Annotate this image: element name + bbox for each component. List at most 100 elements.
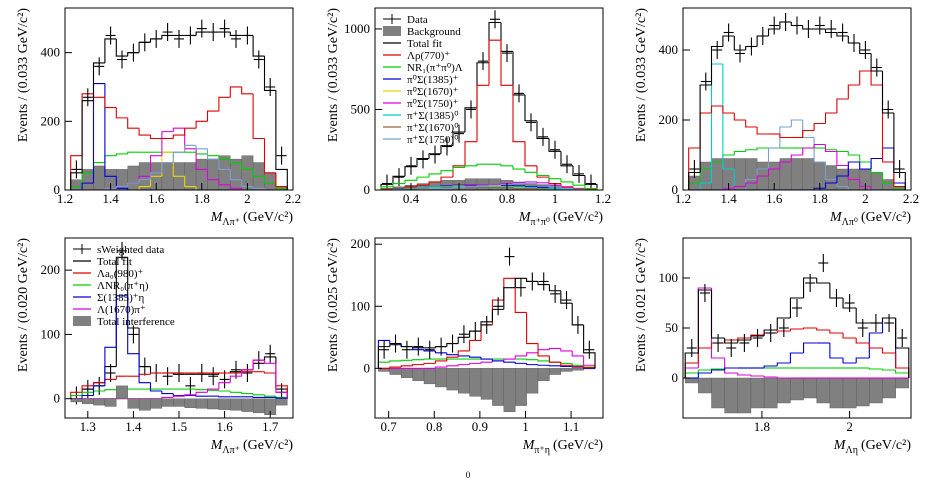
y-axis-title: Events / (0.033 GeV/c²)	[634, 8, 649, 142]
data-point	[778, 319, 789, 337]
y-axis-title: Events / (0.033 GeV/c²)	[326, 8, 341, 142]
background-bar	[526, 368, 539, 394]
fit-step	[464, 141, 477, 166]
x-tick-label: 2.2	[903, 191, 919, 206]
background-bar	[492, 368, 505, 406]
background-bar	[842, 377, 857, 409]
fit-step	[389, 344, 402, 347]
background-bar	[777, 377, 791, 404]
legend-label: Λρ(770)⁺	[407, 50, 450, 62]
x-axis-main: M	[518, 210, 532, 225]
data-point	[447, 334, 458, 353]
data-point	[185, 26, 196, 45]
y-tick-label: 0	[54, 391, 61, 406]
fit-step	[684, 372, 699, 378]
background-bar	[70, 398, 83, 403]
x-tick-label: 1.4	[720, 191, 737, 206]
fit-step	[172, 393, 185, 397]
plot-area	[70, 241, 288, 415]
data-point	[849, 34, 859, 52]
fit-step	[859, 179, 872, 188]
data-point	[713, 334, 724, 352]
x-tick-label: 1.7	[262, 419, 279, 434]
fit-step	[464, 165, 477, 168]
x-tick-label: 1	[552, 191, 559, 206]
plot-frame	[374, 237, 604, 419]
footnote-mark: 0	[466, 470, 471, 480]
background-bar	[895, 377, 910, 389]
fit-step	[699, 84, 712, 173]
fit-step	[548, 184, 561, 188]
fit-step	[524, 181, 537, 183]
x-tick-label: 2.2	[285, 191, 301, 206]
data-point	[739, 334, 750, 352]
panel: 1.2 1.4 1.6 1.8 2 2.2 0 200 400 Events / (0.033 G…	[16, 7, 301, 228]
fit-step	[229, 169, 242, 181]
fit-step	[870, 162, 883, 174]
fit-step	[733, 113, 746, 121]
fit-step	[847, 84, 860, 99]
x-axis-unit: (GeV/c²)	[553, 210, 603, 225]
fit-step	[745, 182, 758, 187]
fit-step	[104, 83, 117, 177]
data-point	[584, 340, 595, 359]
fit-step	[790, 119, 803, 127]
fit-step	[252, 393, 265, 396]
fit-step	[149, 172, 162, 180]
fit-step	[195, 395, 208, 397]
x-tick-label: 2	[846, 419, 853, 434]
fit-step	[434, 366, 447, 369]
fit-step	[560, 348, 573, 352]
fit-step	[229, 391, 242, 393]
x-axis-sub: π⁺η	[534, 445, 550, 456]
background-bar	[684, 377, 699, 384]
background-bar	[503, 368, 516, 412]
fit-step	[733, 36, 746, 51]
background-bar	[464, 178, 478, 190]
fit-step	[789, 297, 804, 318]
legend-label: π⁺Σ(1385)⁰	[407, 110, 459, 122]
legend-label: sWeighted data	[97, 244, 164, 256]
fit-step	[512, 185, 525, 187]
fit-step	[480, 321, 493, 332]
fit-step	[392, 183, 405, 187]
fit-step	[750, 335, 765, 340]
panel: 1.3 1.4 1.5 1.6 1.7 0 100 200 Events / (0.020 Ge…	[16, 237, 294, 456]
fit-step	[195, 120, 208, 129]
fit-step	[263, 394, 276, 397]
fit-step	[241, 162, 254, 170]
fit-step	[584, 175, 598, 190]
fit-step	[724, 338, 738, 344]
data-point	[572, 315, 583, 334]
fit-step	[836, 151, 849, 167]
data-point	[805, 274, 816, 292]
fit-step	[881, 85, 894, 163]
x-tick-label: 1.6	[216, 419, 233, 434]
background-bar	[401, 368, 413, 378]
fit-step	[512, 85, 525, 143]
fit-step	[440, 170, 453, 174]
fit-step	[252, 169, 265, 177]
fit-step	[446, 356, 459, 361]
fit-step	[149, 135, 162, 140]
fit-step	[81, 394, 94, 399]
background-bar	[93, 398, 106, 406]
data-point	[700, 72, 711, 91]
data-point	[219, 19, 230, 38]
fit-step	[572, 181, 585, 186]
fit-step	[81, 391, 94, 396]
fit-step	[488, 39, 501, 86]
fit-step	[229, 184, 242, 189]
fit-step	[512, 187, 525, 189]
panel: 1.8 2 0 50 100 Events / (0.021 GeV/c²) MΛη (GeV…	[634, 237, 912, 456]
background-bar	[184, 162, 197, 190]
fit-step	[836, 32, 849, 37]
fit-step	[457, 336, 470, 344]
x-tick-label: 1.6	[148, 191, 165, 206]
fit-step	[70, 394, 83, 399]
fit-step	[893, 113, 906, 190]
background-bar	[737, 377, 752, 414]
fit-step	[476, 185, 489, 187]
fit-step	[803, 327, 817, 329]
